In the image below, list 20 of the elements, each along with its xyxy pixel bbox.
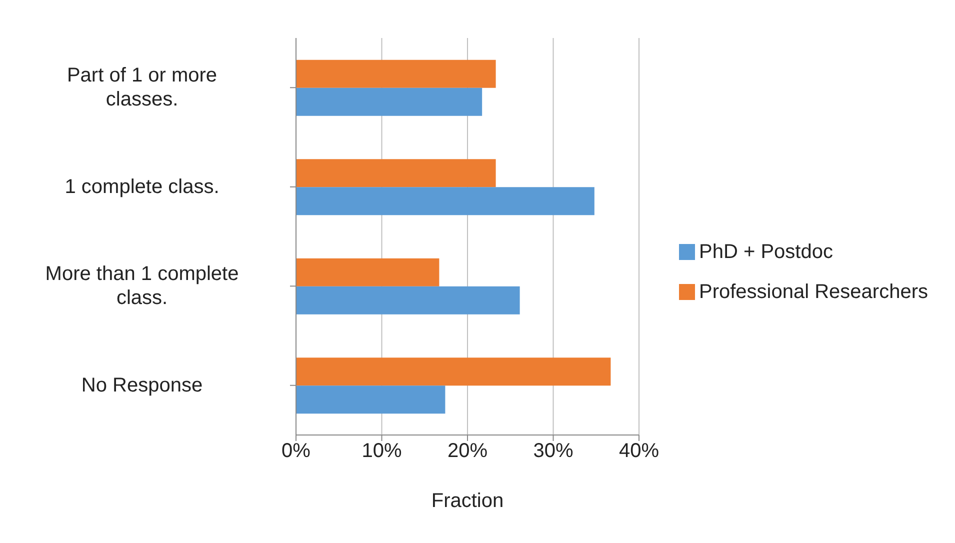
bar (296, 60, 496, 88)
y-tick-label: Part of 1 or more classes. (66, 64, 218, 111)
bar (296, 286, 520, 314)
y-tick-label: 1 complete class. (64, 176, 220, 198)
x-tick-label: 40% (618, 440, 660, 462)
legend-label: Professional Researchers (699, 280, 928, 302)
x-tick-label: 20% (447, 440, 488, 462)
legend-label: PhD + Postdoc (699, 240, 833, 262)
bar (296, 258, 440, 286)
bar (296, 386, 446, 414)
y-tick-label: No Response (81, 374, 203, 396)
bar (296, 187, 594, 216)
bar (296, 88, 482, 116)
bar (296, 159, 496, 188)
y-tick-label: More than 1 complete class. (45, 263, 239, 310)
x-tick-label: 0% (282, 440, 311, 462)
bar (296, 358, 611, 386)
x-tick-label: 10% (362, 440, 402, 462)
x-tick-label: 30% (533, 440, 574, 462)
x-axis-title: Fraction (431, 490, 504, 512)
